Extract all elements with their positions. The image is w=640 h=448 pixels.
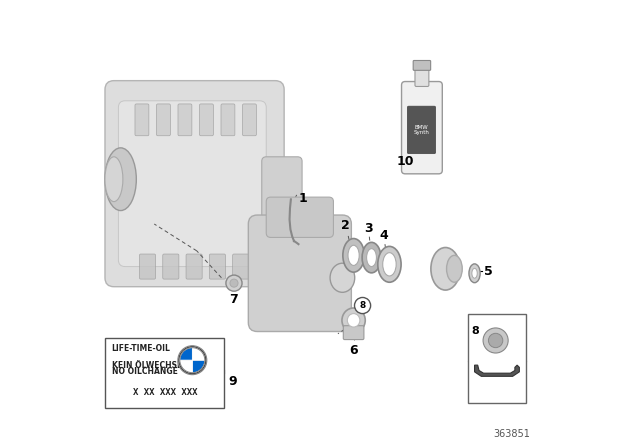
FancyBboxPatch shape <box>343 326 364 340</box>
Text: 10: 10 <box>397 155 414 168</box>
Ellipse shape <box>378 246 401 282</box>
FancyBboxPatch shape <box>468 314 526 403</box>
Ellipse shape <box>343 238 364 272</box>
FancyBboxPatch shape <box>262 157 302 220</box>
FancyBboxPatch shape <box>186 254 202 279</box>
FancyBboxPatch shape <box>266 197 333 237</box>
Text: 1: 1 <box>298 191 307 205</box>
FancyBboxPatch shape <box>248 215 351 332</box>
Text: 7: 7 <box>230 293 238 306</box>
Text: 363851: 363851 <box>493 429 531 439</box>
Text: 9: 9 <box>228 375 237 388</box>
Circle shape <box>230 279 238 287</box>
Ellipse shape <box>330 263 355 293</box>
Ellipse shape <box>447 255 462 282</box>
Text: 8: 8 <box>472 326 479 336</box>
FancyBboxPatch shape <box>135 104 149 136</box>
Ellipse shape <box>431 247 460 290</box>
Text: 5: 5 <box>484 264 492 278</box>
FancyBboxPatch shape <box>233 254 249 279</box>
FancyBboxPatch shape <box>163 254 179 279</box>
Ellipse shape <box>383 253 396 276</box>
Ellipse shape <box>469 264 480 283</box>
Ellipse shape <box>472 268 477 278</box>
FancyBboxPatch shape <box>413 60 431 70</box>
Text: BMW
Synth: BMW Synth <box>413 125 429 135</box>
Wedge shape <box>180 360 192 373</box>
Wedge shape <box>180 348 192 360</box>
Ellipse shape <box>105 157 123 202</box>
Ellipse shape <box>362 242 381 273</box>
FancyBboxPatch shape <box>105 338 224 408</box>
Text: 2: 2 <box>340 219 349 232</box>
FancyBboxPatch shape <box>105 81 284 287</box>
Circle shape <box>483 328 508 353</box>
FancyBboxPatch shape <box>140 254 156 279</box>
Circle shape <box>355 297 371 314</box>
Ellipse shape <box>367 249 376 267</box>
Text: 6: 6 <box>349 344 358 357</box>
Circle shape <box>178 346 207 375</box>
Circle shape <box>488 333 503 348</box>
Text: LIFE-TIME-OIL: LIFE-TIME-OIL <box>112 344 170 353</box>
Circle shape <box>226 275 242 291</box>
Text: 4: 4 <box>380 229 388 242</box>
Wedge shape <box>192 360 205 373</box>
FancyBboxPatch shape <box>118 101 266 267</box>
FancyBboxPatch shape <box>200 104 213 136</box>
Wedge shape <box>192 348 205 360</box>
Text: NO OILCHANGE: NO OILCHANGE <box>112 367 177 376</box>
Ellipse shape <box>105 148 136 211</box>
FancyBboxPatch shape <box>401 82 442 174</box>
FancyBboxPatch shape <box>209 254 225 279</box>
Ellipse shape <box>348 246 359 265</box>
Text: X XX XXX XXX: X XX XXX XXX <box>133 388 198 396</box>
FancyBboxPatch shape <box>407 106 436 154</box>
Text: 8: 8 <box>360 301 365 310</box>
Polygon shape <box>475 365 520 376</box>
FancyBboxPatch shape <box>415 66 429 86</box>
Ellipse shape <box>342 308 365 332</box>
Text: 3: 3 <box>364 222 372 235</box>
Text: KEIN ÖLWECHSEL: KEIN ÖLWECHSEL <box>112 361 187 370</box>
Ellipse shape <box>348 314 360 327</box>
FancyBboxPatch shape <box>178 104 192 136</box>
FancyBboxPatch shape <box>157 104 170 136</box>
FancyBboxPatch shape <box>221 104 235 136</box>
FancyBboxPatch shape <box>243 104 257 136</box>
